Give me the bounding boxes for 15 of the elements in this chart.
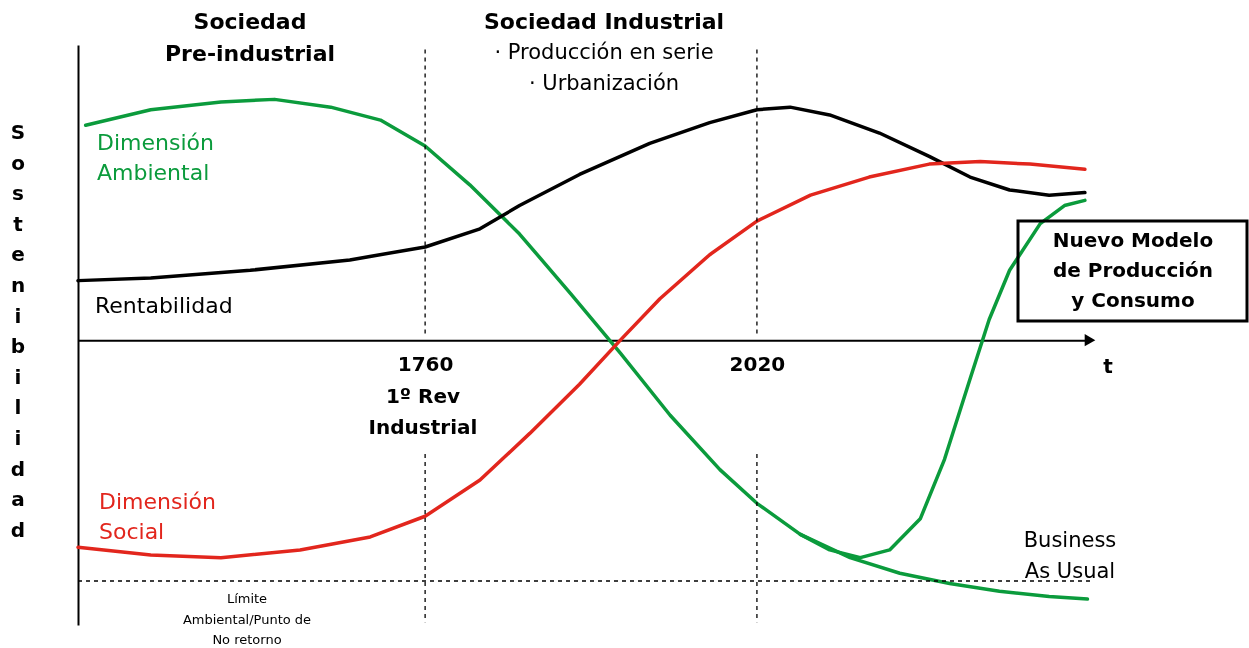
annotation: 1º Rev Industrial (368, 384, 478, 439)
series-label: Rentabilidad (95, 293, 233, 318)
series-label: Dimensión Social (99, 489, 216, 544)
annotation: Nuevo Modelo de Producción y Consumo (1052, 228, 1214, 312)
annotation: Business As Usual (1023, 528, 1117, 583)
x-axis-title: t (1103, 354, 1114, 378)
x-tick-label: 1760 (397, 351, 454, 376)
series-label: Dimensión Ambiental (97, 130, 214, 185)
text: Sostenibilidad (10, 120, 26, 542)
text: Sociedad Industrial (483, 9, 725, 34)
text: · Urbanización (528, 71, 680, 95)
ref-line-label: Límite Ambiental/Punto de No retorno (182, 591, 312, 647)
x-tick-label: 2020 (729, 351, 786, 376)
text: · Producción en serie (494, 40, 714, 64)
text: Sociedad Pre-industrial (164, 9, 336, 66)
